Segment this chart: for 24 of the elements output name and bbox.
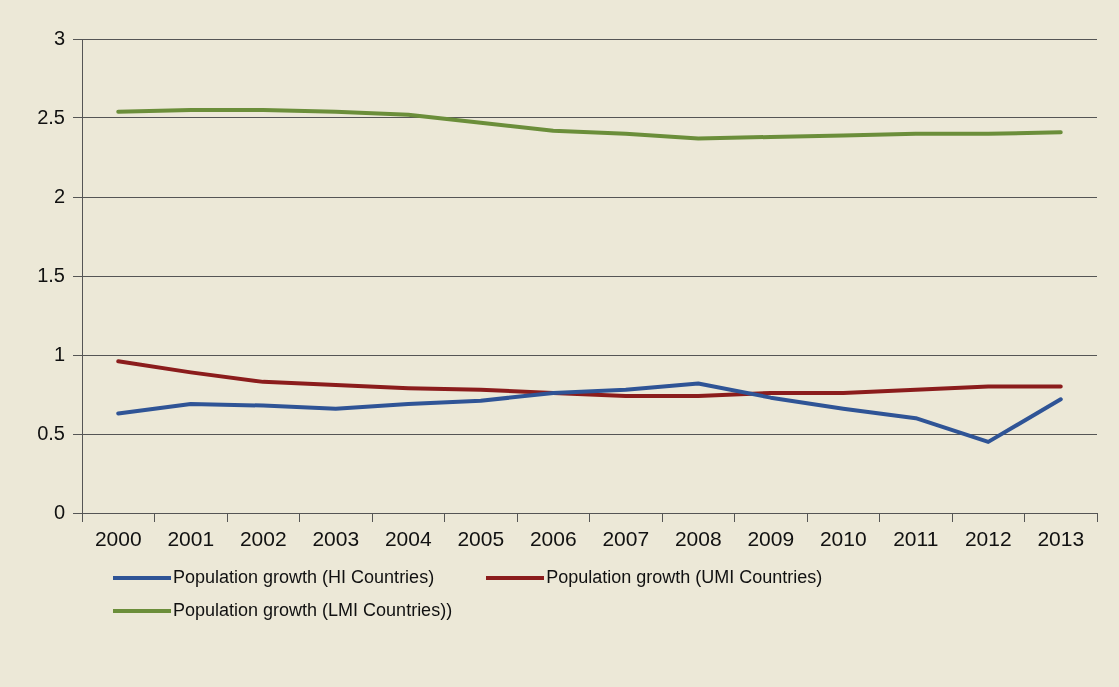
x-tick-label: 2001 xyxy=(167,527,215,551)
x-tick-label: 2003 xyxy=(312,527,360,551)
x-tick-label: 2005 xyxy=(457,527,505,551)
x-tick-label: 2004 xyxy=(384,527,432,551)
x-tick-label: 2011 xyxy=(893,527,939,551)
x-tick-label: 2009 xyxy=(747,527,795,551)
x-tick-label: 2013 xyxy=(1037,527,1085,551)
y-tick-label: 1.5 xyxy=(37,263,65,286)
legend-label: Population growth (HI Countries) xyxy=(173,566,435,589)
x-tick-label: 2012 xyxy=(964,527,1012,551)
x-tick-label: 2008 xyxy=(674,527,722,551)
x-tick-label: 2002 xyxy=(239,527,287,551)
y-tick-label: 0 xyxy=(53,500,65,523)
y-tick-label: 3 xyxy=(53,26,65,49)
legend-label: Population growth (LMI Countries)) xyxy=(173,599,453,622)
x-tick-label: 2010 xyxy=(819,527,867,551)
y-tick-label: 1 xyxy=(53,342,65,365)
y-tick-label: 2 xyxy=(53,184,65,207)
x-tick-label: 2007 xyxy=(602,527,650,551)
y-tick-label: 0.5 xyxy=(37,421,65,444)
y-tick-label: 2.5 xyxy=(37,105,65,128)
legend-label: Population growth (UMI Countries) xyxy=(546,566,823,589)
x-tick-label: 2006 xyxy=(529,527,577,551)
x-tick-label: 2000 xyxy=(94,527,142,551)
